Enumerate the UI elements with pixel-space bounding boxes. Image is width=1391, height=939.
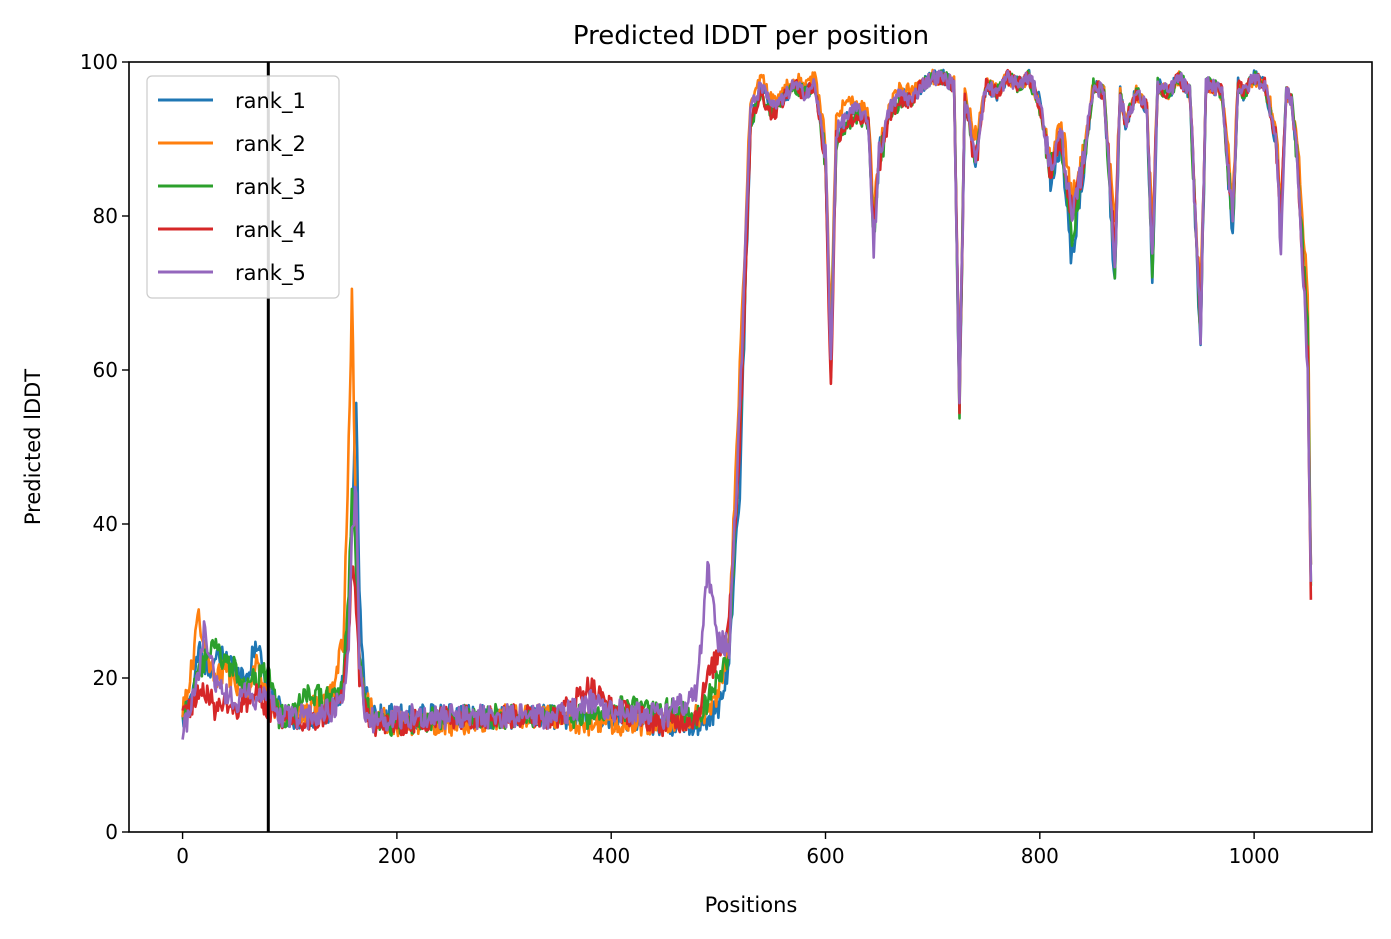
series-line-rank_5 xyxy=(181,69,1313,740)
x-axis-ticks: 0 200 400 600 800 1000 xyxy=(176,832,1280,868)
legend-label-rank_4: rank_4 xyxy=(235,218,306,243)
x-tick-label: 1000 xyxy=(1229,844,1280,868)
legend: rank_1 rank_2 rank_3 rank_4 rank_5 xyxy=(146,75,340,299)
legend-label-rank_5: rank_5 xyxy=(235,261,306,286)
x-tick-label: 200 xyxy=(378,844,416,868)
legend-box xyxy=(146,75,340,299)
y-tick-label: 40 xyxy=(93,512,118,536)
series-layer xyxy=(181,68,1313,740)
x-tick-label: 600 xyxy=(806,844,844,868)
x-tick-label: 0 xyxy=(176,844,189,868)
y-axis-title: Predicted lDDT xyxy=(21,369,45,525)
x-tick-label: 400 xyxy=(592,844,630,868)
legend-label-rank_1: rank_1 xyxy=(235,89,306,114)
x-axis-title: Positions xyxy=(705,893,798,917)
y-tick-label: 0 xyxy=(105,820,118,844)
x-tick-label: 800 xyxy=(1021,844,1059,868)
y-axis-ticks: 0 20 40 60 80 100 xyxy=(80,50,129,844)
plot-frame xyxy=(128,61,1373,833)
y-tick-label: 20 xyxy=(93,666,118,690)
y-tick-label: 100 xyxy=(80,50,118,74)
y-tick-label: 60 xyxy=(93,358,118,382)
chart-title: Predicted lDDT per position xyxy=(573,21,929,51)
legend-label-rank_2: rank_2 xyxy=(235,132,306,157)
y-tick-label: 80 xyxy=(93,204,118,228)
legend-label-rank_3: rank_3 xyxy=(235,175,306,200)
plot-area xyxy=(128,61,1373,833)
